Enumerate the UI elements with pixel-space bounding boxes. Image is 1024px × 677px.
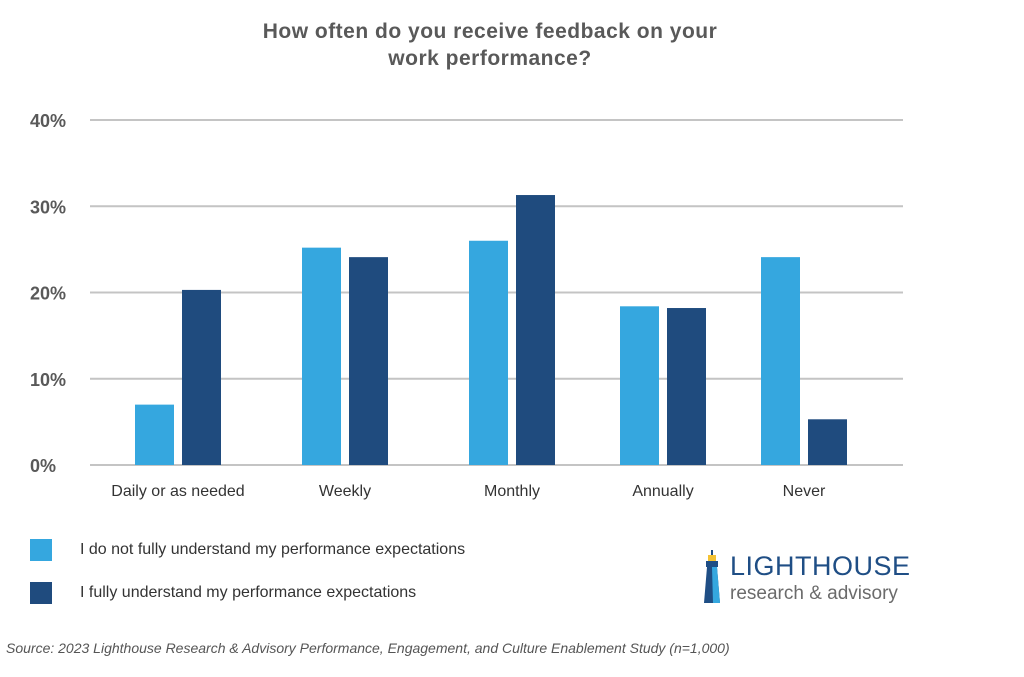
logo-subtext: research & advisory — [730, 583, 898, 604]
chart-title: How often do you receive feedback on you… — [0, 18, 980, 72]
y-tick-label: 0% — [30, 456, 56, 476]
title-line-1: How often do you receive feedback on you… — [262, 20, 718, 43]
y-tick-label: 20% — [30, 284, 66, 304]
x-tick-label: Annually — [632, 483, 693, 500]
y-tick-label: 30% — [30, 197, 66, 217]
y-tick-label: 40% — [30, 111, 66, 131]
y-tick-label: 10% — [30, 370, 66, 390]
x-tick-label: Weekly — [319, 483, 371, 500]
legend-item-0: I do not fully understand my performance… — [30, 539, 465, 561]
legend-swatch — [30, 539, 52, 561]
logo-text: LIGHTHOUSE — [730, 551, 911, 581]
x-tick-label: Monthly — [484, 483, 540, 500]
bar-not-understand — [302, 247, 341, 465]
bar-not-understand — [761, 257, 800, 465]
bar-not-understand — [135, 404, 174, 465]
legend-label: I do not fully understand my performance… — [80, 541, 466, 558]
lighthouse-logo: LIGHTHOUSE research & advisory — [700, 547, 920, 607]
legend-item-1: I fully understand my performance expect… — [30, 582, 416, 604]
bar-understand — [516, 195, 555, 465]
legend-swatch — [30, 582, 52, 604]
source-note: Source: 2023 Lighthouse Research & Advis… — [6, 640, 730, 656]
x-tick-label: Never — [783, 483, 826, 500]
title-line-2: work performance? — [388, 47, 592, 70]
bar-not-understand — [469, 240, 508, 465]
bar-understand — [808, 419, 847, 465]
bar-understand — [667, 308, 706, 465]
bar-understand — [182, 289, 221, 465]
lighthouse-icon — [704, 550, 720, 603]
bar-not-understand — [620, 306, 659, 465]
bar-understand — [349, 257, 388, 465]
x-tick-label: Daily or as needed — [111, 483, 244, 500]
legend-label: I fully understand my performance expect… — [80, 584, 417, 601]
